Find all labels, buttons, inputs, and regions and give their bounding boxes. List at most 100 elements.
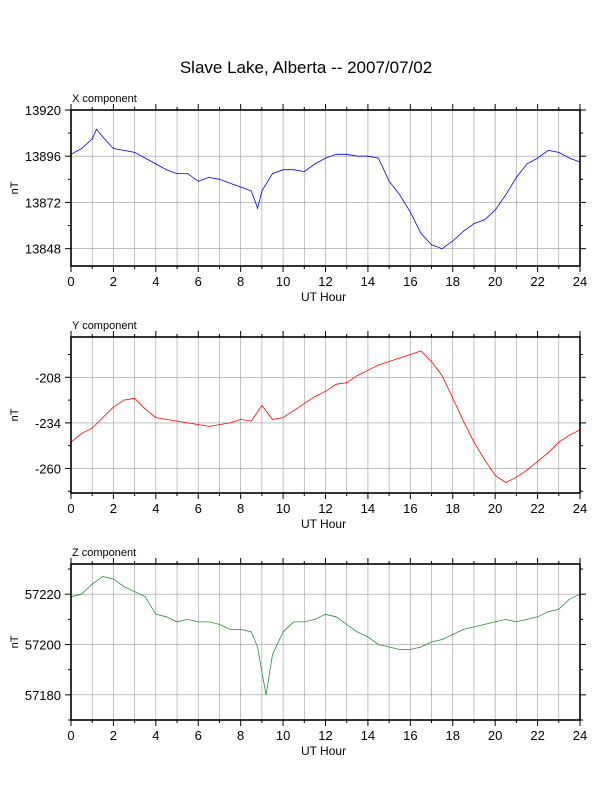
data-point bbox=[96, 128, 97, 130]
data-point bbox=[113, 578, 114, 580]
x-tick-label: 20 bbox=[488, 728, 502, 743]
x-tick-label: 2 bbox=[110, 274, 117, 289]
y-tick-label: 13896 bbox=[25, 149, 61, 164]
x-tick-label: 24 bbox=[573, 274, 587, 289]
y-tick-label: 13872 bbox=[25, 195, 61, 210]
data-point bbox=[558, 608, 560, 610]
data-point bbox=[505, 194, 507, 196]
x-tick-label: 14 bbox=[361, 274, 375, 289]
data-point bbox=[282, 417, 284, 419]
data-point bbox=[568, 157, 570, 159]
data-point bbox=[441, 375, 443, 376]
y-axis-label: nT bbox=[9, 635, 21, 648]
x-axis-label: UT Hour bbox=[301, 517, 346, 531]
data-point bbox=[257, 646, 259, 648]
data-point bbox=[134, 151, 136, 153]
data-point bbox=[558, 441, 560, 443]
data-point bbox=[272, 654, 273, 655]
data-point bbox=[113, 148, 114, 149]
data-point bbox=[81, 148, 83, 149]
data-point bbox=[187, 618, 189, 620]
data-point bbox=[515, 476, 517, 478]
data-point bbox=[187, 422, 189, 424]
x-tick-label: 22 bbox=[530, 728, 544, 743]
data-point bbox=[452, 397, 454, 399]
x-tick-label: 18 bbox=[446, 728, 460, 743]
y-axis-label: nT bbox=[9, 181, 21, 194]
data-point bbox=[229, 422, 231, 424]
x-tick-label: 6 bbox=[195, 728, 202, 743]
data-point bbox=[420, 232, 422, 234]
data-point bbox=[452, 634, 454, 635]
data-point bbox=[356, 631, 358, 633]
x-tick-label: 12 bbox=[318, 728, 332, 743]
x-axis-label: UT Hour bbox=[301, 290, 346, 304]
data-point bbox=[303, 171, 305, 173]
panel-label: X component bbox=[72, 93, 137, 105]
data-point bbox=[166, 418, 167, 420]
data-point bbox=[176, 621, 178, 623]
data-point bbox=[176, 173, 178, 174]
data-point bbox=[431, 244, 432, 246]
panel-label: Z component bbox=[72, 547, 136, 559]
data-point bbox=[250, 631, 252, 633]
data-point bbox=[229, 182, 231, 184]
x-tick-label: 12 bbox=[318, 274, 332, 289]
x-tick-label: 18 bbox=[446, 501, 460, 516]
data-point bbox=[219, 178, 220, 180]
data-point bbox=[144, 408, 146, 410]
y-tick-label: 57200 bbox=[25, 638, 61, 653]
x-tick-label: 6 bbox=[195, 501, 202, 516]
data-point bbox=[293, 621, 295, 623]
data-point bbox=[197, 180, 199, 182]
y-tick-label: -234 bbox=[35, 416, 61, 431]
data-point bbox=[240, 629, 242, 630]
data-point bbox=[441, 639, 443, 640]
data-point bbox=[484, 219, 485, 221]
data-point bbox=[197, 621, 199, 623]
data-point bbox=[91, 427, 93, 429]
data-point bbox=[537, 157, 538, 159]
x-tick-label: 12 bbox=[318, 501, 332, 516]
data-point bbox=[219, 424, 220, 426]
x-tick-label: 0 bbox=[67, 501, 74, 516]
data-point bbox=[367, 369, 369, 371]
data-point bbox=[144, 596, 146, 598]
data-point bbox=[494, 475, 496, 476]
y-tick-label: -208 bbox=[35, 370, 61, 385]
data-point bbox=[272, 173, 273, 174]
data-point bbox=[219, 623, 220, 625]
data-point bbox=[293, 410, 295, 412]
y-tick-label: -260 bbox=[35, 461, 61, 476]
data-point bbox=[265, 694, 267, 696]
data-point bbox=[367, 636, 369, 638]
x-tick-label: 10 bbox=[276, 728, 290, 743]
data-point bbox=[166, 616, 167, 618]
data-point bbox=[473, 441, 475, 443]
data-point bbox=[346, 623, 348, 625]
x-tick-label: 14 bbox=[361, 501, 375, 516]
data-point bbox=[568, 598, 570, 600]
y-tick-label: 13848 bbox=[25, 242, 61, 257]
data-point bbox=[452, 240, 454, 242]
data-point bbox=[325, 613, 326, 615]
data-point bbox=[102, 136, 104, 138]
panel-1: 0 2 4 6 8 10 12 14 16 18 20 22 241384813872138961392… bbox=[9, 93, 587, 304]
data-point bbox=[399, 649, 401, 650]
data-point bbox=[378, 157, 379, 159]
x-tick-label: 22 bbox=[530, 501, 544, 516]
data-point bbox=[356, 155, 358, 157]
data-point bbox=[526, 618, 528, 620]
data-point bbox=[335, 616, 337, 618]
data-point bbox=[505, 482, 507, 483]
data-point bbox=[484, 459, 485, 461]
data-point bbox=[346, 153, 348, 155]
data-point bbox=[123, 586, 125, 588]
data-point bbox=[420, 646, 422, 648]
data-point bbox=[303, 403, 305, 405]
data-point bbox=[91, 583, 93, 585]
data-point bbox=[388, 361, 390, 362]
